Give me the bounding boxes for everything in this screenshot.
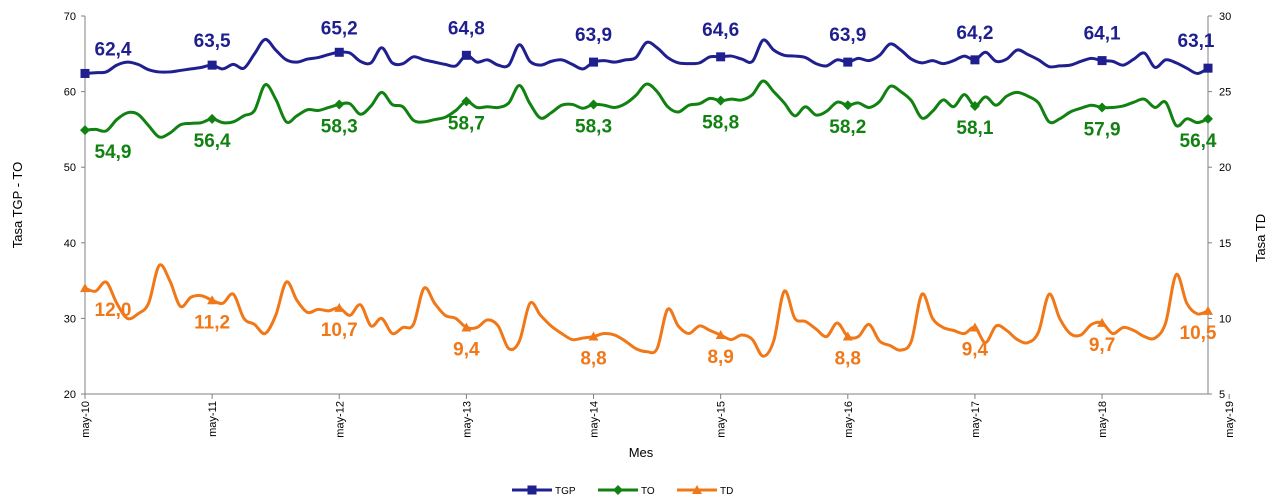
data-point-tgp — [207, 60, 217, 70]
data-point-to — [334, 99, 345, 110]
x-tick-label: may-16 — [843, 401, 855, 438]
data-label-tgp: 64,6 — [702, 20, 739, 41]
data-label-tgp: 62,4 — [95, 39, 132, 60]
chart-axes: 20 30 40 50 60 70 5 10 15 20 25 30 may-10 may-11 may-1… — [64, 11, 1236, 438]
legend-marker-to — [613, 485, 623, 495]
y-axis-title-right: Tasa TD — [1253, 214, 1268, 262]
legend-marker-tgp — [527, 485, 537, 495]
data-point-td — [1203, 305, 1213, 315]
x-tick-label: may-11 — [207, 401, 219, 437]
data-label-td: 8,9 — [707, 347, 733, 368]
data-point-to — [461, 96, 472, 107]
data-point-tgp — [843, 57, 853, 67]
legend-marker-td — [692, 485, 702, 494]
data-label-tgp: 63,5 — [194, 31, 231, 52]
data-point-to — [207, 113, 218, 124]
data-point-to — [842, 100, 853, 111]
y-tick-label-left: 50 — [64, 162, 76, 174]
y-tick-label-right: 30 — [1219, 11, 1231, 23]
data-point-to — [1203, 113, 1213, 124]
y-tick-label-right: 20 — [1219, 162, 1231, 174]
data-label-td: 8,8 — [580, 349, 606, 370]
y-tick-label-left: 60 — [64, 87, 76, 99]
data-label-td: 10,5 — [1180, 323, 1217, 344]
data-point-to — [1097, 102, 1108, 113]
data-label-td: 9,4 — [962, 339, 989, 360]
data-point-tgp — [589, 57, 599, 67]
data-point-td — [207, 295, 218, 305]
legend-label-to: TO — [641, 486, 655, 497]
data-point-to — [80, 125, 90, 136]
data-label-tgp: 65,2 — [321, 18, 358, 39]
legend-label-tgp: TGP — [555, 486, 576, 497]
data-label-tgp: 63,1 — [1178, 31, 1215, 52]
x-tick-label: may-10 — [80, 401, 92, 438]
data-label-to: 58,3 — [321, 116, 358, 137]
x-tick-label: may-14 — [589, 401, 601, 438]
data-labels-layer: 62,4 63,5 65,2 64,8 63,9 64,6 63,9 64,2 64,1 63,1… — [95, 18, 1217, 369]
legend-label-td: TD — [720, 486, 733, 497]
series-line-td — [84, 263, 1209, 358]
y-tick-label-right: 25 — [1219, 87, 1231, 99]
y-tick-label-right: 5 — [1219, 389, 1225, 401]
data-label-td: 12,0 — [95, 300, 132, 321]
series-layer — [80, 37, 1213, 358]
data-point-td — [588, 331, 599, 341]
data-label-td: 9,4 — [453, 339, 480, 360]
data-point-tgp — [334, 47, 344, 57]
x-tick-label: may-13 — [461, 401, 473, 438]
data-label-td: 10,7 — [321, 320, 358, 341]
data-point-tgp — [970, 55, 980, 65]
data-point-td — [715, 330, 726, 340]
data-label-to: 58,7 — [448, 113, 485, 134]
data-label-td: 9,7 — [1089, 335, 1115, 356]
x-tick-label: may-18 — [1097, 401, 1109, 438]
x-tick-label: may-12 — [334, 401, 346, 438]
series-line-tgp — [84, 37, 1209, 75]
data-label-to: 56,4 — [1180, 131, 1217, 152]
series-line-to — [84, 79, 1209, 139]
x-tick-label: may-15 — [716, 401, 728, 438]
data-label-to: 58,8 — [702, 113, 739, 134]
data-point-td — [842, 331, 853, 341]
data-label-tgp: 64,8 — [448, 18, 485, 39]
data-point-td — [80, 283, 90, 293]
data-point-tgp — [1097, 56, 1107, 66]
data-label-td: 11,2 — [194, 312, 230, 333]
data-label-tgp: 64,1 — [1084, 24, 1121, 45]
data-label-tgp: 63,9 — [829, 25, 866, 46]
data-point-tgp — [716, 52, 726, 62]
data-point-tgp — [80, 68, 90, 78]
y-tick-label-right: 10 — [1219, 313, 1231, 325]
data-point-tgp — [461, 50, 471, 60]
y-tick-label-left: 70 — [64, 11, 76, 23]
y-tick-label-right: 15 — [1219, 238, 1231, 250]
data-label-to: 58,1 — [956, 118, 993, 139]
y-axis-title-left: Tasa TGP - TO — [10, 162, 25, 248]
legend: TGP TO TD — [512, 485, 733, 497]
x-tick-label: may-19 — [1224, 401, 1236, 438]
data-point-to — [588, 99, 599, 110]
x-axis-title: Mes — [629, 445, 654, 460]
data-point-td — [334, 302, 345, 312]
data-point-td — [969, 322, 980, 332]
data-label-to: 56,4 — [194, 131, 231, 152]
x-tick-label: may-17 — [970, 401, 982, 438]
data-point-to — [969, 100, 980, 111]
data-label-tgp: 64,2 — [956, 23, 993, 44]
y-tick-label-left: 40 — [64, 238, 76, 250]
data-point-tgp — [1203, 63, 1213, 73]
data-label-td: 8,8 — [835, 349, 861, 370]
y-tick-label-left: 20 — [64, 389, 76, 401]
y-tick-label-left: 30 — [64, 313, 76, 325]
data-label-tgp: 63,9 — [575, 25, 612, 46]
data-point-td — [461, 322, 472, 332]
data-label-to: 57,9 — [1084, 119, 1121, 140]
data-label-to: 58,3 — [575, 116, 612, 137]
data-point-td — [1097, 317, 1108, 327]
data-label-to: 58,2 — [829, 117, 866, 138]
data-label-to: 54,9 — [95, 142, 132, 163]
data-point-to — [715, 95, 726, 106]
